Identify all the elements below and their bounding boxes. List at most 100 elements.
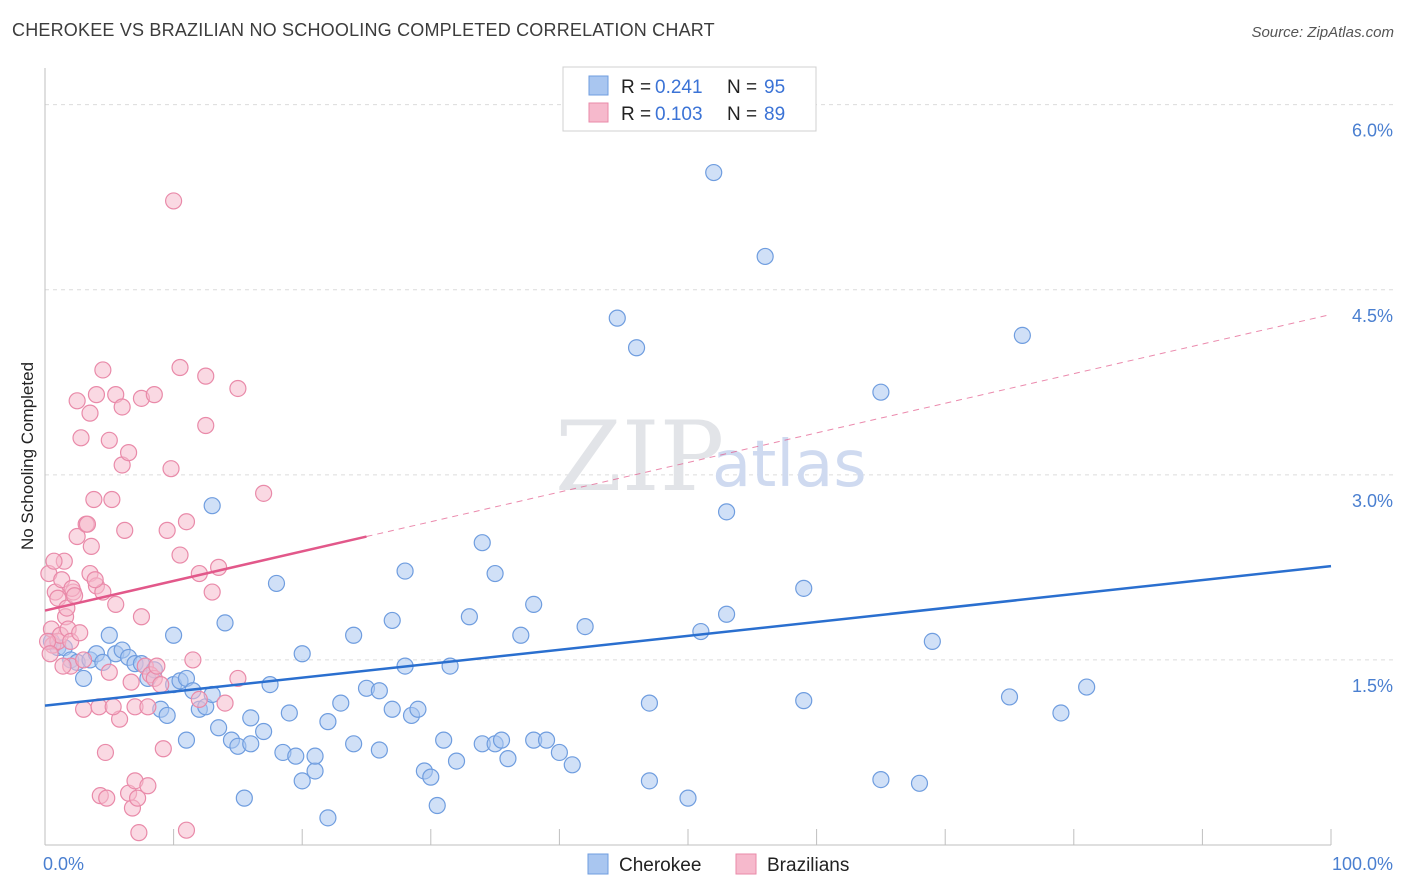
brazilian-point bbox=[229, 669, 247, 688]
cherokee-point bbox=[473, 534, 491, 552]
source-label: Source: ZipAtlas.com bbox=[1251, 24, 1394, 41]
brazilian-point bbox=[177, 821, 196, 839]
brazilian-point bbox=[216, 694, 234, 712]
cherokee-point bbox=[447, 752, 466, 770]
legend-box: R = 0.241 N = 95 R = 0.103 N = 89 bbox=[562, 66, 817, 132]
brazilian-point bbox=[82, 537, 100, 556]
cherokee-point bbox=[319, 713, 337, 731]
brazilian-point bbox=[100, 663, 118, 681]
brazilian-point bbox=[152, 675, 170, 694]
brazilian-point bbox=[113, 398, 131, 416]
legend-n-label-brazilians: N = bbox=[727, 104, 757, 125]
cherokee-point bbox=[872, 771, 890, 789]
brazilian-point bbox=[119, 444, 138, 462]
brazilian-point bbox=[171, 358, 189, 377]
cherokee-point bbox=[261, 675, 279, 694]
cherokee-point bbox=[795, 692, 813, 710]
brazilian-point bbox=[171, 546, 189, 564]
cherokee-point bbox=[460, 608, 478, 626]
brazilian-point bbox=[255, 484, 273, 502]
y-tick-label: 6.0% bbox=[1352, 121, 1393, 141]
brazilian-trend-line-solid bbox=[44, 535, 367, 612]
cherokee-point bbox=[216, 614, 234, 632]
cherokee-point bbox=[872, 383, 890, 401]
cherokee-point bbox=[280, 704, 298, 722]
x-tick-label-max: 100.0% bbox=[1332, 854, 1393, 874]
brazilian-point bbox=[154, 740, 172, 758]
brazilian-point bbox=[197, 416, 215, 435]
legend-swatch-cherokee bbox=[588, 75, 609, 96]
chart-title: CHEROKEE VS BRAZILIAN NO SCHOOLING COMPL… bbox=[12, 20, 715, 40]
brazilian-point bbox=[130, 824, 148, 842]
cherokee-point bbox=[717, 605, 736, 623]
brazilian-point bbox=[68, 527, 86, 546]
legend-swatch-brazilians bbox=[588, 102, 609, 123]
cherokee-point bbox=[1013, 326, 1031, 345]
cherokee-point bbox=[306, 747, 324, 765]
cherokee-point bbox=[345, 735, 363, 753]
brazilian-point bbox=[165, 192, 183, 210]
y-axis-label: No Schooling Completed bbox=[18, 362, 37, 550]
brazilian-point bbox=[139, 777, 157, 795]
brazilian-point bbox=[177, 513, 196, 531]
brazilian-point bbox=[78, 515, 97, 533]
bottom-legend-label-brazilians: Brazilians bbox=[767, 855, 849, 876]
cherokee-point bbox=[210, 719, 228, 737]
cherokee-point bbox=[640, 772, 659, 790]
cherokee-point bbox=[910, 774, 929, 792]
brazilian-point bbox=[158, 521, 176, 539]
cherokee-point bbox=[525, 595, 543, 613]
brazilian-point bbox=[72, 429, 90, 447]
brazilian-point bbox=[139, 698, 157, 716]
cherokee-point bbox=[203, 497, 221, 515]
cherokee-point bbox=[319, 809, 337, 827]
cherokee-point bbox=[492, 731, 511, 749]
brazilian-trend-line-dashed bbox=[366, 313, 1332, 538]
cherokee-point bbox=[383, 611, 401, 630]
watermark-zip: ZIP bbox=[555, 401, 724, 513]
brazilian-point bbox=[148, 657, 166, 675]
cherokee-point bbox=[512, 626, 530, 644]
cherokee-point bbox=[177, 731, 196, 749]
cherokee-point bbox=[428, 796, 446, 815]
brazilian-point bbox=[128, 789, 147, 807]
cherokee-point bbox=[370, 741, 388, 759]
cherokee-point bbox=[563, 756, 581, 774]
cherokee-point bbox=[795, 579, 813, 597]
x-tick-label-min: 0.0% bbox=[43, 854, 84, 874]
cherokee-point bbox=[255, 722, 273, 741]
brazilian-point bbox=[41, 645, 59, 663]
brazilian-point bbox=[197, 367, 215, 385]
legend-n-label-cherokee: N = bbox=[727, 77, 757, 98]
cherokee-point bbox=[537, 731, 556, 749]
cherokee-point bbox=[287, 747, 305, 765]
brazilian-point bbox=[132, 608, 151, 626]
brazilian-point bbox=[94, 361, 112, 379]
brazilian-point bbox=[190, 690, 208, 709]
brazilian-point bbox=[104, 698, 122, 716]
cherokee-point bbox=[293, 772, 311, 790]
cherokee-point bbox=[756, 247, 774, 266]
legend-r-label-brazilians: R = bbox=[621, 104, 651, 125]
cherokee-point bbox=[627, 339, 646, 357]
brazilian-point bbox=[87, 386, 106, 404]
axes bbox=[44, 68, 1332, 846]
cherokee-point bbox=[435, 731, 453, 749]
trend-lines bbox=[44, 313, 1332, 707]
y-tick-labels: 1.5% 3.0% 4.5% 6.0% bbox=[1352, 121, 1393, 696]
grid-lines bbox=[45, 104, 1394, 661]
brazilian-point bbox=[96, 743, 115, 762]
brazilian-point bbox=[162, 460, 180, 478]
cherokee-point bbox=[293, 645, 311, 663]
brazilian-point bbox=[45, 552, 63, 570]
brazilian-point bbox=[107, 595, 125, 613]
legend-n-value-brazilians: 89 bbox=[764, 104, 785, 125]
cherokee-point bbox=[100, 626, 118, 644]
cherokee-point bbox=[74, 669, 93, 688]
brazilian-points bbox=[38, 192, 273, 842]
cherokee-point bbox=[267, 574, 286, 593]
y-tick-label: 3.0% bbox=[1352, 491, 1393, 511]
cherokee-point bbox=[158, 706, 176, 725]
cherokee-point bbox=[396, 562, 414, 580]
